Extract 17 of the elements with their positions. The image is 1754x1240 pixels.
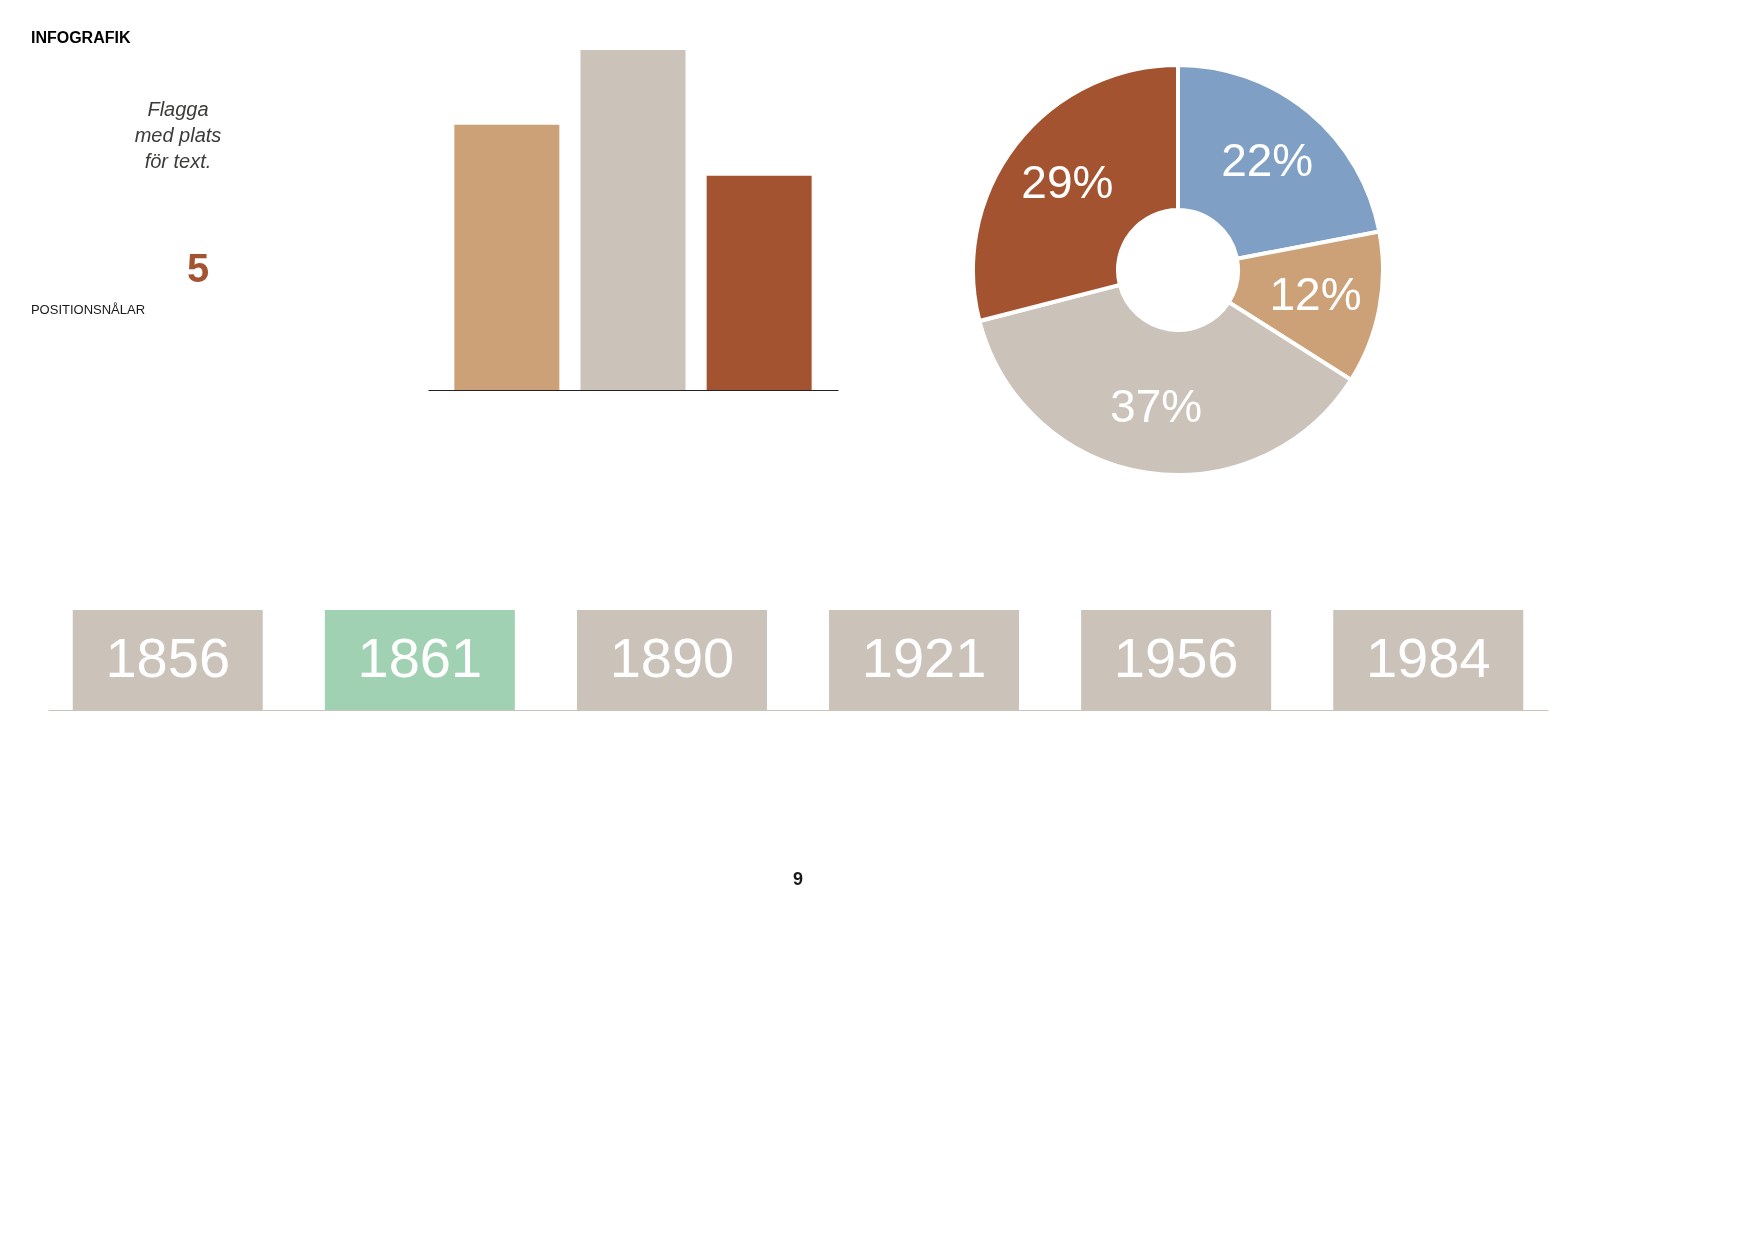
text: POSITIONSNÅLAR [30, 302, 146, 317]
text: INFOGRAFIK [30, 29, 131, 46]
x-tick-label: 1890 [609, 625, 735, 689]
x-tick-label: 1861 [357, 625, 483, 689]
data-label: 29% [1021, 156, 1114, 209]
x-tick-label: 1921 [861, 625, 987, 689]
text: Flagga [147, 98, 209, 120]
text: för text. [144, 150, 212, 172]
x-tick-label: 1956 [1113, 625, 1239, 689]
text: med plats [134, 124, 222, 146]
x-tick-label: 1856 [105, 625, 231, 689]
text: 9 [792, 869, 804, 889]
x-tick-label: 1984 [1365, 625, 1491, 689]
text: 5 [186, 246, 210, 290]
data-label: 22% [1221, 134, 1314, 187]
data-label: 37% [1110, 380, 1203, 433]
data-label: 12% [1269, 268, 1362, 321]
